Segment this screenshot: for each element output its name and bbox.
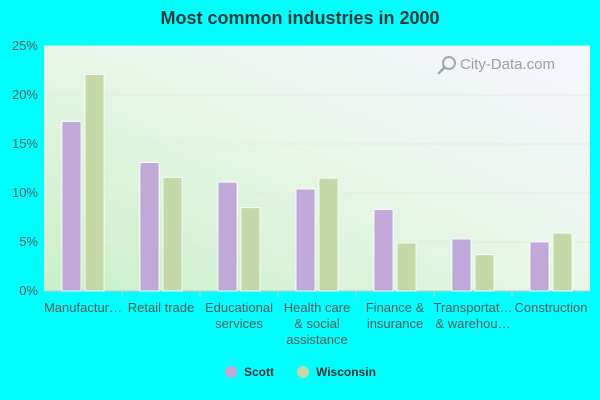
x-tick-label: Educational <box>205 300 273 315</box>
watermark-text: City-Data.com <box>460 56 555 73</box>
y-axis-ticks: 0% 5% 10% 15% 20% 25% <box>12 38 38 298</box>
x-tick-label: Finance & <box>366 300 425 315</box>
bar-wisconsin-0 <box>84 74 105 292</box>
bar-wisconsin-4 <box>396 242 417 292</box>
x-tick-label: assistance <box>286 332 347 347</box>
y-tick-label: 10% <box>12 185 38 200</box>
legend-label-scott: Scott <box>244 365 274 379</box>
x-tick-label: Transportat… <box>434 300 513 315</box>
bar-wisconsin-6 <box>552 232 573 292</box>
watermark: City-Data.com <box>437 56 555 75</box>
bar-scott-1 <box>139 162 160 292</box>
x-tick-label: & social <box>294 316 340 331</box>
x-tick-label: Health care <box>284 300 350 315</box>
bar-scott-3 <box>295 188 316 292</box>
plot-area <box>44 46 590 291</box>
legend-swatch-wisconsin <box>297 366 309 378</box>
bar-scott-4 <box>373 209 394 292</box>
bar-wisconsin-5 <box>474 254 495 292</box>
legend: Scott Wisconsin <box>225 365 376 379</box>
bar-scott-0 <box>61 121 82 292</box>
y-tick-label: 0% <box>19 283 38 298</box>
bar-wisconsin-3 <box>318 177 339 292</box>
x-tick-label: & warehou… <box>435 316 510 331</box>
x-tick-label: Manufactur… <box>44 300 122 315</box>
y-tick-label: 15% <box>12 136 38 151</box>
bar-scott-2 <box>217 181 238 292</box>
x-tick-label: services <box>215 316 263 331</box>
x-tick-label: Retail trade <box>128 300 194 315</box>
magnifier-icon <box>437 56 456 75</box>
x-tick-label: insurance <box>367 316 423 331</box>
chart-title: Most common industries in 2000 <box>160 8 439 28</box>
bar-scott-5 <box>451 238 472 292</box>
x-axis-labels: Manufactur… Retail trade Educationalservic… <box>44 300 588 347</box>
bars <box>61 74 573 292</box>
x-tick-label: Construction <box>515 300 588 315</box>
gridlines <box>44 45 590 292</box>
category-separators <box>121 291 513 297</box>
bar-wisconsin-2 <box>240 207 261 292</box>
legend-label-wisconsin: Wisconsin <box>316 365 376 379</box>
bar-scott-6 <box>529 241 550 292</box>
y-tick-label: 25% <box>12 38 38 53</box>
y-tick-label: 5% <box>19 234 38 249</box>
bar-wisconsin-1 <box>162 176 183 292</box>
legend-swatch-scott <box>225 366 237 378</box>
y-tick-label: 20% <box>12 87 38 102</box>
